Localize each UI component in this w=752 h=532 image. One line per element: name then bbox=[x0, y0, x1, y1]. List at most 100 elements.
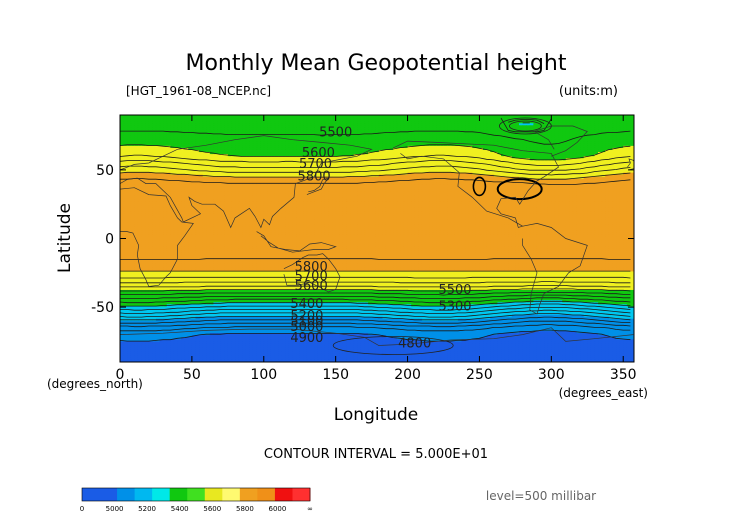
height-cell bbox=[353, 158, 358, 161]
height-cell bbox=[256, 147, 261, 151]
height-cell bbox=[447, 135, 452, 139]
height-cell bbox=[443, 158, 448, 161]
height-cell bbox=[490, 178, 495, 182]
height-cell bbox=[306, 141, 312, 145]
height-cell bbox=[544, 170, 549, 174]
height-cell bbox=[396, 131, 401, 135]
height-cell bbox=[137, 141, 143, 145]
height-cell bbox=[224, 143, 229, 147]
height-cell bbox=[526, 154, 531, 157]
height-cell bbox=[263, 135, 268, 139]
height-cell bbox=[382, 127, 387, 131]
height-cell bbox=[123, 139, 128, 143]
height-cell bbox=[288, 149, 294, 153]
height-cell bbox=[166, 139, 171, 143]
height-cell bbox=[378, 117, 383, 120]
height-cell bbox=[202, 129, 207, 133]
height-cell bbox=[616, 123, 621, 126]
height-cell bbox=[572, 143, 578, 147]
height-cell bbox=[558, 164, 563, 168]
height-cell bbox=[479, 121, 484, 124]
height-cell bbox=[461, 158, 466, 161]
height-cell bbox=[134, 123, 139, 126]
height-cell bbox=[332, 123, 337, 126]
height-cell bbox=[123, 127, 128, 131]
height-cell bbox=[292, 123, 297, 126]
height-cell bbox=[590, 172, 596, 176]
height-cell bbox=[533, 139, 538, 143]
height-cell bbox=[432, 145, 437, 149]
height-cell bbox=[217, 152, 222, 155]
height-cell bbox=[324, 131, 330, 135]
height-cell bbox=[285, 172, 290, 176]
height-cell bbox=[544, 143, 549, 147]
height-cell bbox=[145, 119, 150, 122]
height-cell bbox=[468, 137, 473, 141]
height-cell bbox=[511, 115, 516, 118]
height-cell bbox=[501, 174, 506, 178]
height-cell bbox=[188, 121, 193, 124]
height-cell bbox=[227, 172, 233, 176]
height-cell bbox=[227, 141, 233, 145]
height-cell bbox=[256, 145, 261, 149]
height-cell bbox=[335, 137, 340, 141]
height-cell bbox=[145, 178, 150, 182]
height-cell bbox=[227, 145, 233, 149]
height-cell bbox=[443, 168, 448, 172]
height-cell bbox=[332, 129, 337, 133]
height-cell bbox=[569, 170, 574, 174]
height-cell bbox=[450, 166, 455, 170]
height-cell bbox=[461, 125, 466, 128]
height-cell bbox=[497, 121, 502, 124]
height-cell bbox=[554, 119, 560, 122]
height-cell bbox=[407, 117, 412, 120]
height-cell bbox=[357, 164, 362, 168]
height-cell bbox=[562, 139, 567, 143]
height-cell bbox=[288, 131, 294, 135]
height-cell bbox=[616, 154, 621, 157]
height-cell bbox=[206, 162, 211, 165]
height-cell bbox=[328, 162, 333, 165]
height-cell bbox=[457, 152, 463, 155]
height-cell bbox=[540, 176, 545, 180]
height-cell bbox=[501, 172, 506, 176]
height-cell bbox=[518, 174, 524, 178]
height-cell bbox=[270, 158, 276, 161]
height-cell bbox=[227, 147, 233, 151]
height-cell bbox=[281, 131, 286, 135]
height-cell bbox=[601, 168, 606, 172]
height-cell bbox=[263, 154, 268, 157]
height-cell bbox=[486, 133, 491, 137]
height-cell bbox=[191, 162, 197, 165]
height-cell bbox=[299, 131, 304, 135]
height-cell bbox=[407, 176, 412, 180]
height-cell bbox=[155, 170, 161, 174]
height-cell bbox=[155, 145, 161, 149]
height-cell bbox=[242, 147, 247, 151]
height-cell bbox=[314, 141, 319, 145]
height-cell bbox=[170, 164, 175, 168]
height-cell bbox=[350, 139, 355, 143]
height-cell bbox=[332, 178, 337, 182]
height-cell bbox=[303, 172, 308, 176]
height-cell bbox=[274, 174, 279, 178]
height-cell bbox=[260, 176, 265, 180]
height-cell bbox=[447, 147, 452, 151]
height-cell bbox=[371, 154, 376, 157]
height-cell bbox=[310, 156, 315, 159]
height-cell bbox=[368, 176, 373, 180]
height-cell bbox=[360, 164, 366, 168]
height-cell bbox=[321, 178, 326, 182]
height-cell bbox=[188, 115, 193, 118]
height-cell bbox=[623, 156, 628, 159]
height-cell bbox=[177, 125, 182, 128]
height-cell bbox=[231, 135, 236, 139]
height-cell bbox=[127, 149, 132, 153]
height-cell bbox=[616, 168, 621, 172]
height-cell bbox=[551, 141, 556, 145]
height-cell bbox=[421, 149, 427, 153]
height-cell bbox=[504, 168, 509, 172]
height-cell bbox=[623, 139, 628, 143]
height-cell bbox=[206, 133, 211, 137]
height-cell bbox=[252, 121, 258, 124]
